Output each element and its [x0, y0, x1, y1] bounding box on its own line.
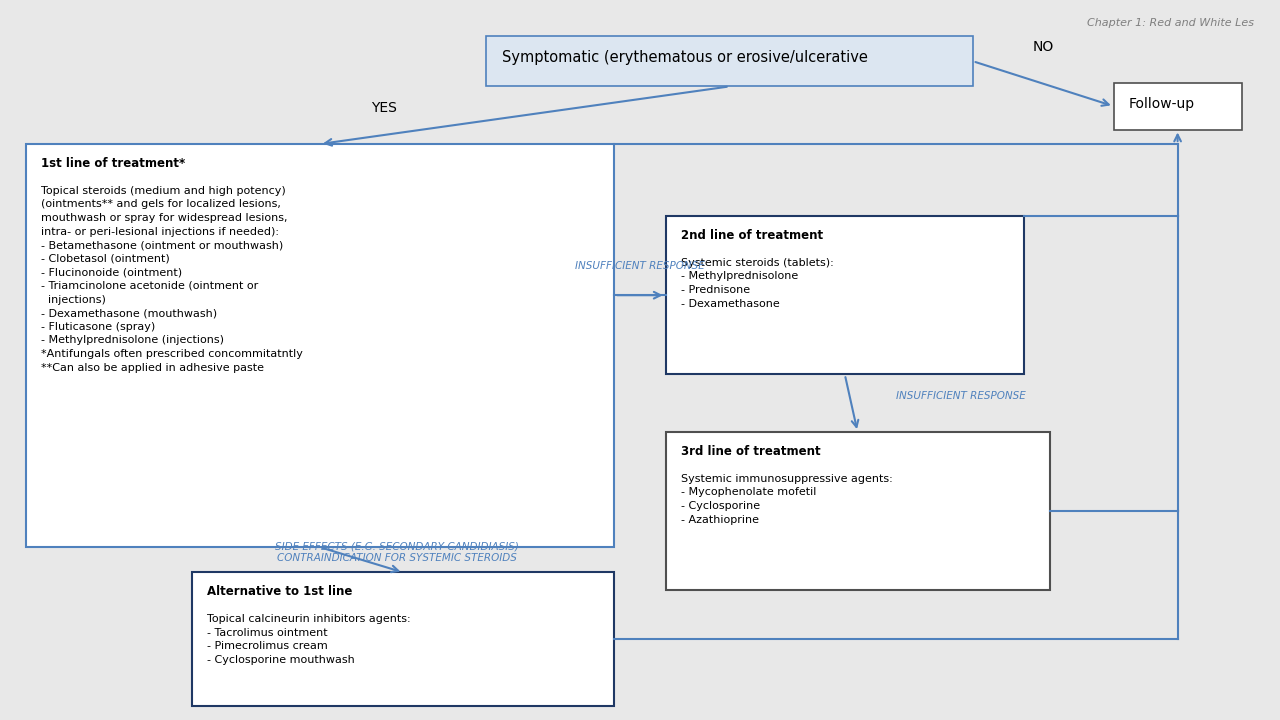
FancyBboxPatch shape: [26, 144, 614, 547]
Text: Chapter 1: Red and White Les: Chapter 1: Red and White Les: [1088, 18, 1254, 28]
Text: INSUFFICIENT RESPONSE: INSUFFICIENT RESPONSE: [575, 261, 705, 271]
FancyBboxPatch shape: [666, 216, 1024, 374]
Text: 1st line of treatment*: 1st line of treatment*: [41, 157, 186, 170]
FancyBboxPatch shape: [486, 36, 973, 86]
Text: YES: YES: [371, 101, 397, 115]
Text: Follow-up: Follow-up: [1129, 97, 1196, 111]
Text: INSUFFICIENT RESPONSE: INSUFFICIENT RESPONSE: [896, 391, 1025, 401]
FancyBboxPatch shape: [1114, 83, 1242, 130]
Text: SIDE EFFECTS (E.G. SECONDARY CANDIDIASIS)
CONTRAINDICATION FOR SYSTEMIC STEROIDS: SIDE EFFECTS (E.G. SECONDARY CANDIDIASIS…: [275, 542, 518, 564]
Text: Symptomatic (erythematous or erosive/ulcerative: Symptomatic (erythematous or erosive/ulc…: [502, 50, 868, 66]
Text: Systemic immunosuppressive agents:
- Mycophenolate mofetil
- Cyclosporine
- Azat: Systemic immunosuppressive agents: - Myc…: [681, 474, 892, 525]
Text: Alternative to 1st line: Alternative to 1st line: [207, 585, 353, 598]
Text: 3rd line of treatment: 3rd line of treatment: [681, 445, 820, 458]
Text: 2nd line of treatment: 2nd line of treatment: [681, 229, 823, 242]
Text: Systemic steroids (tablets):
- Methylprednisolone
- Prednisone
- Dexamethasone: Systemic steroids (tablets): - Methylpre…: [681, 258, 833, 309]
Text: NO: NO: [1033, 40, 1053, 54]
Text: Topical calcineurin inhibitors agents:
- Tacrolimus ointment
- Pimecrolimus crea: Topical calcineurin inhibitors agents: -…: [207, 614, 411, 665]
FancyBboxPatch shape: [192, 572, 614, 706]
FancyBboxPatch shape: [666, 432, 1050, 590]
Text: Topical steroids (medium and high potency)
(ointments** and gels for localized l: Topical steroids (medium and high potenc…: [41, 186, 303, 372]
